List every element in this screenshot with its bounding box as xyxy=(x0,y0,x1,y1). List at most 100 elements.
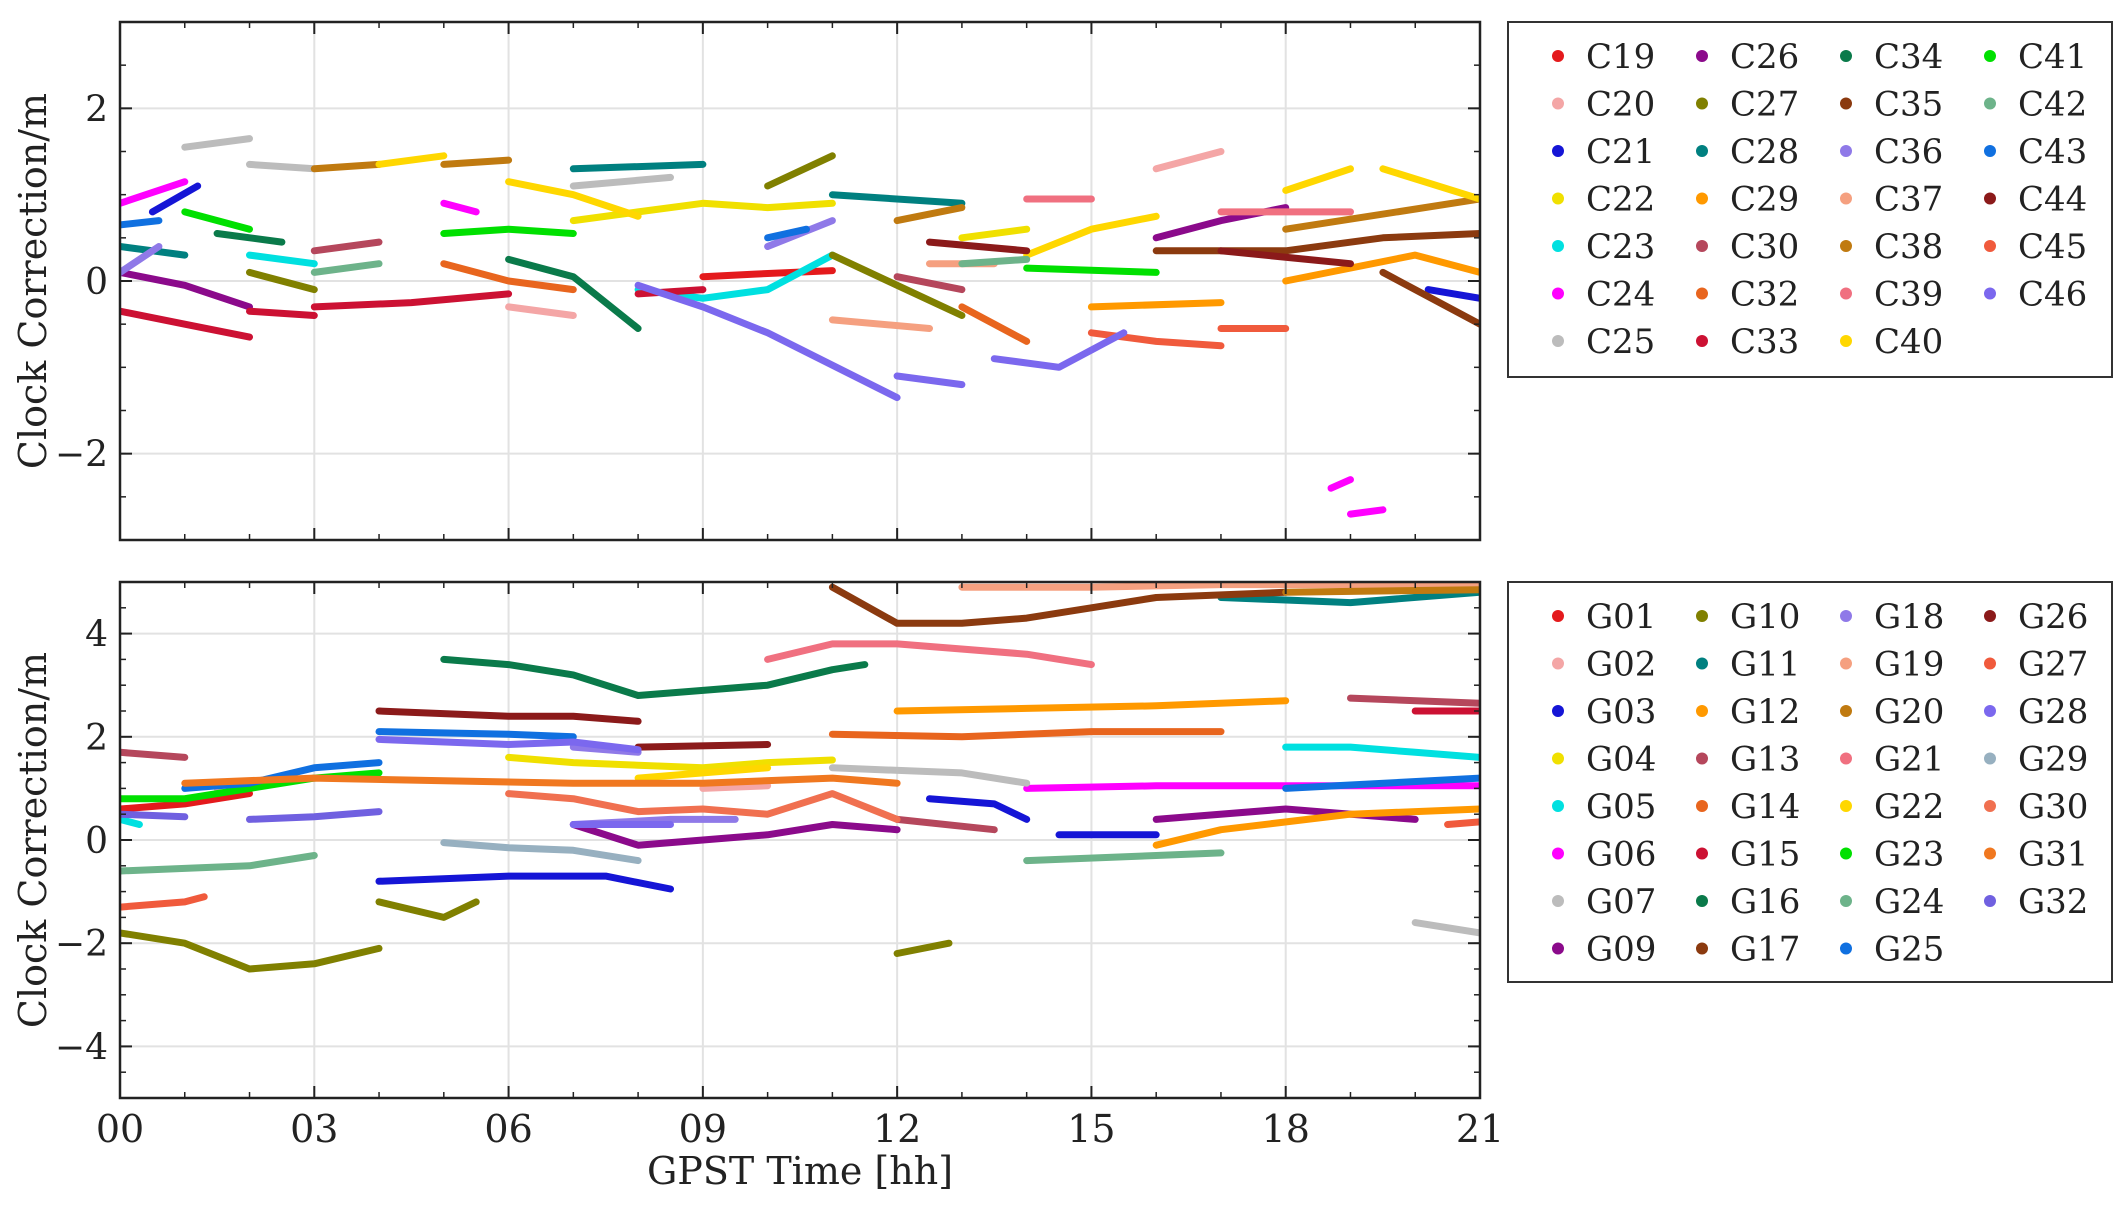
legend-marker-G04 xyxy=(1552,752,1564,765)
legend-label-G30: G30 xyxy=(2018,787,2088,827)
series-C22-segment-1 xyxy=(958,225,1031,242)
legend-label-C43: C43 xyxy=(2018,132,2087,172)
series-G16-segment-0 xyxy=(440,655,869,699)
legend-label-G09: G09 xyxy=(1586,930,1656,970)
y-axis-label: Clock Correction/m xyxy=(11,652,55,1028)
legend-label-C22: C22 xyxy=(1586,180,1655,220)
series-G13-segment-0 xyxy=(120,748,189,761)
legend-label-C30: C30 xyxy=(1730,227,1799,267)
legend-marker-C43 xyxy=(1984,145,1996,157)
series-G32-segment-0 xyxy=(120,810,189,821)
legend-label-G11: G11 xyxy=(1730,645,1800,685)
series-C21-segment-0 xyxy=(148,182,202,216)
legend-label-C35: C35 xyxy=(1874,85,1943,125)
legend-label-G23: G23 xyxy=(1874,835,1944,875)
legend-label-G07: G07 xyxy=(1586,882,1656,922)
series-C21-segment-1 xyxy=(1424,286,1480,302)
x-tick-label: 09 xyxy=(679,1107,727,1151)
y-tick-label: 2 xyxy=(85,718,108,759)
series-G14-segment-0 xyxy=(828,728,1225,741)
series-C42-segment-1 xyxy=(958,255,1031,268)
series-C25-segment-0 xyxy=(181,135,253,151)
series-C27-segment-0 xyxy=(764,152,836,190)
y-axis-label: Clock Correction/m xyxy=(11,93,55,469)
legend-label-C46: C46 xyxy=(2018,275,2087,315)
series-G03-segment-0 xyxy=(375,872,674,893)
legend-label-G01: G01 xyxy=(1586,597,1656,637)
series-C33-segment-0 xyxy=(120,307,253,341)
legend-marker-C32 xyxy=(1696,287,1708,300)
legend-label-G28: G28 xyxy=(2018,692,2088,732)
legend-box xyxy=(1507,21,2113,378)
series-C24-segment-0 xyxy=(120,178,189,207)
series-G11-segment-0 xyxy=(1217,588,1480,607)
x-tick-label: 03 xyxy=(290,1107,338,1151)
legend-label-C25: C25 xyxy=(1586,322,1655,362)
x-tick-label: 21 xyxy=(1456,1107,1504,1151)
legend-label-C29: C29 xyxy=(1730,180,1799,220)
legend-label-G06: G06 xyxy=(1586,835,1656,875)
x-axis-label: GPST Time [hh] xyxy=(647,1149,953,1193)
legend-marker-C36 xyxy=(1840,145,1852,157)
series-C40-segment-1 xyxy=(505,178,642,220)
series-G31-segment-0 xyxy=(181,774,901,787)
series-C27-segment-1 xyxy=(246,268,318,294)
legend-marker-G17 xyxy=(1696,942,1708,955)
legend-marker-G21 xyxy=(1840,752,1852,765)
y-tick-label: −4 xyxy=(55,1027,108,1068)
legend-marker-C26 xyxy=(1696,50,1708,62)
series-C32-segment-0 xyxy=(440,260,577,294)
legend-marker-G12 xyxy=(1696,705,1708,717)
series-G05-segment-1 xyxy=(1282,743,1480,761)
legend-marker-G11 xyxy=(1696,657,1708,670)
series-C46-segment-0 xyxy=(634,281,901,402)
legend-label-C24: C24 xyxy=(1586,275,1655,315)
y-tick-label: 0 xyxy=(85,262,108,303)
x-tick-label: 06 xyxy=(484,1107,532,1151)
legend-label-C34: C34 xyxy=(1874,37,1943,77)
legend-label-G20: G20 xyxy=(1874,692,1944,732)
series-C41-segment-0 xyxy=(181,208,253,233)
legend-marker-G18 xyxy=(1840,610,1852,622)
series-G03-segment-1 xyxy=(926,795,1031,823)
series-C25-segment-1 xyxy=(246,160,318,173)
legend-label-G27: G27 xyxy=(2018,645,2088,685)
legend-marker-G28 xyxy=(1984,705,1996,717)
legend-label-C20: C20 xyxy=(1586,85,1655,125)
series-C40-segment-3 xyxy=(1282,165,1354,194)
legend-marker-G29 xyxy=(1984,752,1996,765)
series-G24-segment-1 xyxy=(1023,849,1225,865)
series-G09-segment-0 xyxy=(569,821,901,849)
legend-marker-C39 xyxy=(1840,287,1852,300)
legend-label-G14: G14 xyxy=(1730,787,1800,827)
legend-label-C28: C28 xyxy=(1730,132,1799,172)
legend-marker-C27 xyxy=(1696,97,1708,110)
legend-marker-C42 xyxy=(1984,97,1996,110)
legend-marker-C21 xyxy=(1552,145,1564,157)
legend-label-G03: G03 xyxy=(1586,692,1656,732)
legend-marker-G32 xyxy=(1984,895,1996,907)
legend-marker-G15 xyxy=(1696,847,1708,860)
legend-label-G22: G22 xyxy=(1874,787,1944,827)
series-C27-segment-2 xyxy=(828,251,966,319)
legend-marker-G07 xyxy=(1552,895,1564,907)
series-G10-segment-1 xyxy=(375,898,480,921)
series-C24-segment-1 xyxy=(440,199,480,216)
series-layer xyxy=(120,582,1480,973)
series-C29-segment-0 xyxy=(1087,299,1225,311)
legend-marker-C37 xyxy=(1840,192,1852,205)
series-C28-segment-1 xyxy=(828,191,966,207)
legend-marker-G19 xyxy=(1840,657,1852,670)
legend-marker-C22 xyxy=(1552,192,1564,205)
series-C46-segment-1 xyxy=(893,372,966,389)
series-G27-segment-1 xyxy=(1444,818,1480,828)
series-G13-segment-1 xyxy=(893,815,998,834)
series-C20-segment-0 xyxy=(1152,148,1225,173)
series-layer xyxy=(120,135,1480,518)
legend-marker-C34 xyxy=(1840,50,1852,62)
legend-marker-G25 xyxy=(1840,942,1852,955)
legend-label-G05: G05 xyxy=(1586,787,1656,827)
legend-marker-C29 xyxy=(1696,192,1708,205)
series-C25-segment-2 xyxy=(569,173,674,190)
